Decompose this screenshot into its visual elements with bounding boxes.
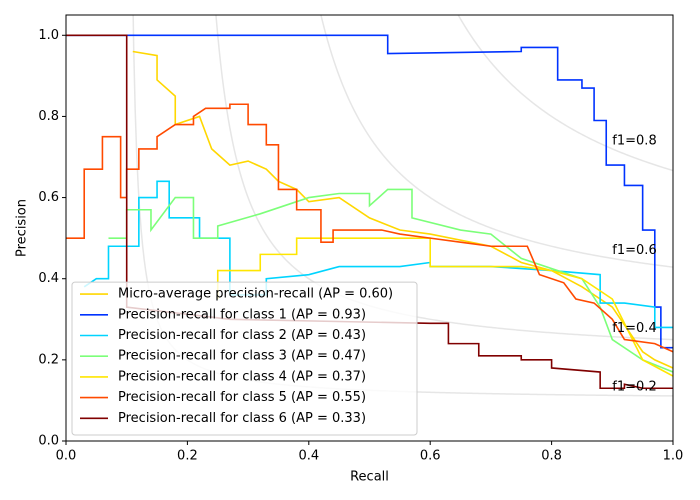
legend-label: Precision-recall for class 5 (AP = 0.55)	[118, 390, 366, 405]
x-axis-label: Recall	[350, 470, 389, 485]
legend-label: Precision-recall for class 3 (AP = 0.47)	[118, 349, 366, 364]
pr-curve	[66, 34, 673, 349]
y-tick-label: 0.4	[38, 271, 59, 286]
y-tick-label: 0.0	[38, 434, 59, 449]
plot-area	[66, 15, 673, 397]
iso-f1-curve	[215, 15, 673, 341]
iso-f1-label: f1=0.4	[612, 321, 656, 336]
axes-frame	[65, 14, 674, 442]
pr-curve	[108, 188, 673, 373]
legend-label: Precision-recall for class 1 (AP = 0.93)	[118, 307, 366, 322]
iso-f1-curve	[457, 15, 673, 172]
y-tick-label: 0.8	[38, 109, 59, 124]
legend-label: Precision-recall for class 2 (AP = 0.43)	[118, 328, 366, 343]
x-tick-label: 1.0	[663, 449, 684, 464]
legend-label: Precision-recall for class 4 (AP = 0.37)	[118, 369, 366, 384]
y-tick-label: 0.6	[38, 190, 59, 205]
iso-f1-label: f1=0.2	[612, 380, 656, 395]
x-tick-label: 0.2	[177, 449, 198, 464]
y-tick-label: 0.2	[38, 352, 59, 367]
x-tick-label: 0.0	[56, 449, 77, 464]
pr-curve	[216, 237, 673, 377]
x-tick-label: 0.8	[541, 449, 562, 464]
legend-box	[71, 281, 418, 436]
y-tick-label: 1.0	[38, 28, 59, 43]
legend-label: Micro-average precision-recall (AP = 0.6…	[118, 287, 393, 302]
legend-label: Precision-recall for class 6 (AP = 0.33)	[118, 411, 366, 426]
x-tick-label: 0.4	[298, 449, 319, 464]
iso-f1-label: f1=0.6	[612, 243, 656, 258]
x-tick-label: 0.6	[420, 449, 441, 464]
iso-f1-label: f1=0.8	[612, 133, 656, 148]
y-axis-label: Precision	[15, 199, 30, 257]
iso-f1-curve	[320, 15, 673, 268]
